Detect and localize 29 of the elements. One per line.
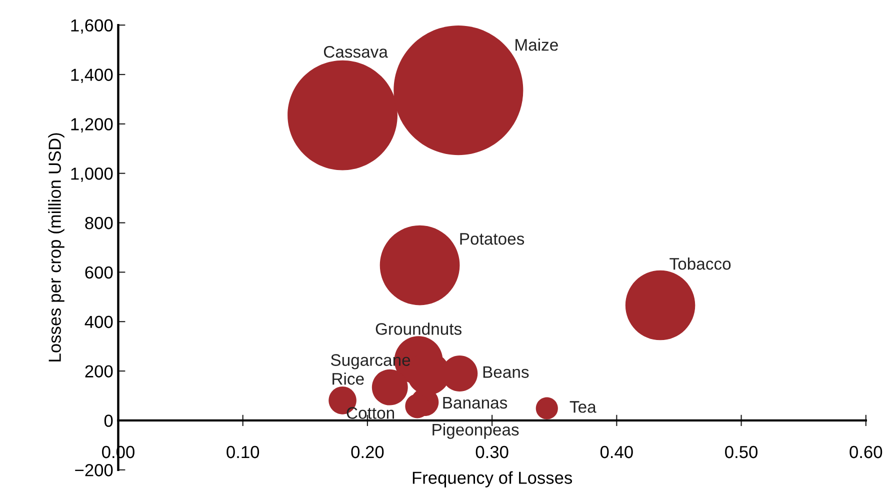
x-tick-label: 0.30 (476, 446, 508, 458)
series-label: Pigeonpeas (432, 423, 519, 439)
series-label: Groundnuts (376, 322, 462, 335)
y-tick-label: 1,400 (71, 68, 113, 84)
x-tick-label: 0.50 (725, 446, 758, 458)
y-tick-label: 200 (85, 365, 113, 378)
series-label: Tobacco (670, 258, 731, 270)
y-axis-title: Losses per crop (million USD) (48, 133, 64, 362)
y-tick-label: −200 (75, 464, 113, 476)
y-tick-label: 400 (84, 316, 113, 328)
series-label: Potatoes (460, 233, 524, 245)
x-tick-label: 0.20 (351, 446, 384, 458)
y-tick-label: 1,000 (71, 168, 113, 182)
series-label: Rice (332, 372, 364, 385)
series-label: Maize (516, 38, 558, 51)
y-tick-label: 600 (85, 266, 113, 279)
series-label: Bananas (443, 397, 508, 409)
y-tick-label: 800 (85, 216, 113, 230)
series-label: Cotton (346, 407, 394, 419)
series-label: Cassava (324, 46, 388, 58)
y-tick-label: 0 (104, 414, 113, 427)
series-label: Beans (483, 366, 529, 378)
y-tick-label: 1,200 (71, 118, 113, 132)
y-tick-label: 1,600 (71, 19, 113, 34)
x-axis-title: Frequency of Losses (412, 471, 572, 488)
x-tick-label: 0.40 (600, 446, 633, 458)
x-tick-label: 0.10 (226, 446, 260, 458)
series-label: Tea (570, 401, 596, 413)
x-tick-label: 0.60 (850, 446, 882, 458)
